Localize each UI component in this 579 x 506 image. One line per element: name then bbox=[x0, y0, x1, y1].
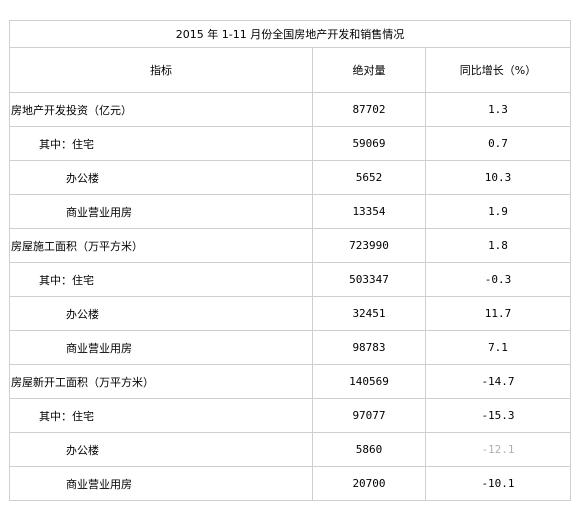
row-absolute: 503347 bbox=[312, 262, 426, 297]
row-absolute: 98783 bbox=[312, 330, 426, 365]
header-growth: 同比增长（%） bbox=[425, 47, 571, 93]
row-growth: -15.3 bbox=[425, 398, 571, 433]
table-row: 办公楼 5652 10.3 bbox=[9, 160, 571, 195]
table-row: 其中：住宅 97077 -15.3 bbox=[9, 398, 571, 433]
row-growth: 1.8 bbox=[425, 228, 571, 263]
row-growth: 0.7 bbox=[425, 126, 571, 161]
table-title: 2015 年 1-11 月份全国房地产开发和销售情况 bbox=[9, 20, 571, 48]
table-row: 其中：住宅 59069 0.7 bbox=[9, 126, 571, 161]
row-label: 商业营业用房 bbox=[9, 330, 313, 365]
row-growth: -0.3 bbox=[425, 262, 571, 297]
row-growth: 7.1 bbox=[425, 330, 571, 365]
table-row: 商业营业用房 13354 1.9 bbox=[9, 194, 571, 229]
row-absolute: 32451 bbox=[312, 296, 426, 331]
row-absolute: 5652 bbox=[312, 160, 426, 195]
row-label: 房屋新开工面积（万平方米） bbox=[9, 364, 313, 399]
row-label: 办公楼 bbox=[9, 296, 313, 331]
row-growth: -10.1 bbox=[425, 466, 571, 501]
table-row: 房屋新开工面积（万平方米） 140569 -14.7 bbox=[9, 364, 571, 399]
stats-table: 2015 年 1-11 月份全国房地产开发和销售情况 指标 绝对量 同比增长（%… bbox=[9, 20, 571, 501]
table-row: 商业营业用房 20700 -10.1 bbox=[9, 466, 571, 501]
row-label: 其中：住宅 bbox=[9, 262, 313, 297]
table-row: 办公楼 5860 -12.1 bbox=[9, 432, 571, 467]
row-label: 商业营业用房 bbox=[9, 194, 313, 229]
table-row: 办公楼 32451 11.7 bbox=[9, 296, 571, 331]
row-growth: -14.7 bbox=[425, 364, 571, 399]
row-absolute: 13354 bbox=[312, 194, 426, 229]
row-growth: 1.9 bbox=[425, 194, 571, 229]
row-label: 商业营业用房 bbox=[9, 466, 313, 501]
row-growth: 11.7 bbox=[425, 296, 571, 331]
row-label: 办公楼 bbox=[9, 160, 313, 195]
row-label: 其中：住宅 bbox=[9, 126, 313, 161]
row-absolute: 723990 bbox=[312, 228, 426, 263]
row-absolute: 20700 bbox=[312, 466, 426, 501]
row-growth: 10.3 bbox=[425, 160, 571, 195]
row-absolute: 140569 bbox=[312, 364, 426, 399]
row-absolute: 59069 bbox=[312, 126, 426, 161]
header-row: 指标 绝对量 同比增长（%） bbox=[9, 47, 571, 93]
row-absolute: 87702 bbox=[312, 92, 426, 127]
row-label: 其中：住宅 bbox=[9, 398, 313, 433]
header-absolute: 绝对量 bbox=[312, 47, 426, 93]
table-row: 房地产开发投资（亿元） 87702 1.3 bbox=[9, 92, 571, 127]
row-label: 房地产开发投资（亿元） bbox=[9, 92, 313, 127]
row-growth: -12.1 bbox=[425, 432, 571, 467]
row-label: 办公楼 bbox=[9, 432, 313, 467]
header-indicator: 指标 bbox=[9, 47, 313, 93]
table-row: 房屋施工面积（万平方米） 723990 1.8 bbox=[9, 228, 571, 263]
row-label: 房屋施工面积（万平方米） bbox=[9, 228, 313, 263]
table-row: 商业营业用房 98783 7.1 bbox=[9, 330, 571, 365]
row-absolute: 97077 bbox=[312, 398, 426, 433]
row-growth: 1.3 bbox=[425, 92, 571, 127]
title-row: 2015 年 1-11 月份全国房地产开发和销售情况 bbox=[9, 20, 571, 48]
table-row: 其中：住宅 503347 -0.3 bbox=[9, 262, 571, 297]
row-absolute: 5860 bbox=[312, 432, 426, 467]
